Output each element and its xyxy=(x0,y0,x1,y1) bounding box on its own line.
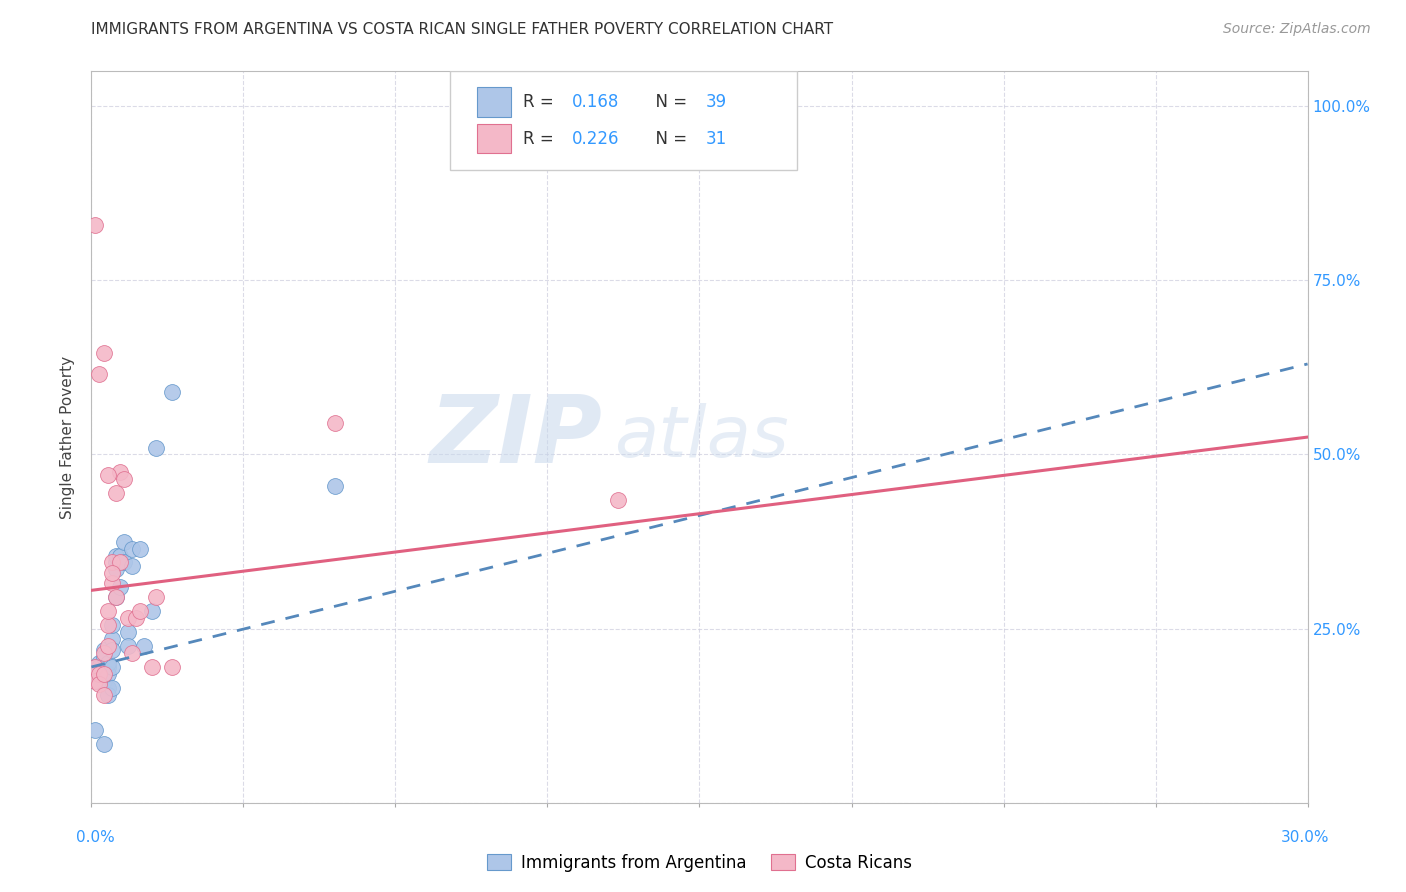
Point xyxy=(89,660,111,674)
FancyBboxPatch shape xyxy=(477,87,510,117)
Point xyxy=(100,566,122,580)
Point xyxy=(132,639,155,653)
Point xyxy=(162,660,184,674)
Text: 0.0%: 0.0% xyxy=(76,830,115,845)
Point xyxy=(104,549,127,563)
Point xyxy=(117,611,139,625)
Point xyxy=(100,618,122,632)
Text: 30.0%: 30.0% xyxy=(1281,830,1329,845)
Point xyxy=(607,492,630,507)
Point xyxy=(84,660,107,674)
Text: 39: 39 xyxy=(706,93,727,112)
Point xyxy=(145,591,167,605)
Point xyxy=(93,646,115,660)
Text: atlas: atlas xyxy=(614,402,789,472)
Point xyxy=(121,558,143,573)
Point xyxy=(93,346,115,360)
Point xyxy=(89,667,111,681)
Point xyxy=(100,632,122,646)
Point xyxy=(121,646,143,660)
Point xyxy=(97,639,120,653)
Point xyxy=(89,677,111,691)
Text: IMMIGRANTS FROM ARGENTINA VS COSTA RICAN SINGLE FATHER POVERTY CORRELATION CHART: IMMIGRANTS FROM ARGENTINA VS COSTA RICAN… xyxy=(91,22,834,37)
Text: 0.226: 0.226 xyxy=(572,129,619,148)
Point xyxy=(323,479,346,493)
Point xyxy=(323,416,346,430)
Point xyxy=(145,441,167,455)
Point xyxy=(93,673,115,688)
Point xyxy=(97,618,120,632)
Point xyxy=(84,660,107,674)
Text: R =: R = xyxy=(523,93,560,112)
Point xyxy=(97,604,120,618)
Text: 31: 31 xyxy=(706,129,727,148)
Point xyxy=(117,625,139,640)
Point xyxy=(112,534,135,549)
Text: 0.168: 0.168 xyxy=(572,93,619,112)
Point xyxy=(97,660,120,674)
Point xyxy=(121,541,143,556)
Point xyxy=(89,368,111,382)
Point xyxy=(89,673,111,688)
Point xyxy=(141,660,163,674)
Point xyxy=(108,580,131,594)
Point xyxy=(84,673,107,688)
Point xyxy=(129,541,152,556)
Point xyxy=(100,681,122,695)
Text: N =: N = xyxy=(645,93,692,112)
Point xyxy=(104,485,127,500)
Point xyxy=(112,556,135,570)
Point xyxy=(97,657,120,671)
Text: Source: ZipAtlas.com: Source: ZipAtlas.com xyxy=(1223,22,1371,37)
Point xyxy=(104,562,127,576)
Point xyxy=(97,681,120,695)
Point xyxy=(97,667,120,681)
Point xyxy=(84,723,107,737)
Point xyxy=(93,688,115,702)
Point xyxy=(93,667,115,681)
Point xyxy=(129,604,152,618)
Text: ZIP: ZIP xyxy=(429,391,602,483)
Point xyxy=(97,688,120,702)
Point xyxy=(125,611,148,625)
Legend: Immigrants from Argentina, Costa Ricans: Immigrants from Argentina, Costa Ricans xyxy=(481,847,918,879)
Point xyxy=(141,604,163,618)
Point xyxy=(93,642,115,657)
Text: N =: N = xyxy=(645,129,692,148)
Point xyxy=(104,556,127,570)
Text: R =: R = xyxy=(523,129,560,148)
Point xyxy=(97,468,120,483)
Point xyxy=(93,649,115,664)
Point xyxy=(100,576,122,591)
FancyBboxPatch shape xyxy=(450,71,797,170)
Point xyxy=(108,556,131,570)
Point xyxy=(93,737,115,751)
Y-axis label: Single Father Poverty: Single Father Poverty xyxy=(60,356,76,518)
Point xyxy=(117,639,139,653)
Point xyxy=(100,556,122,570)
Point xyxy=(84,218,107,232)
Point xyxy=(104,591,127,605)
Point xyxy=(100,642,122,657)
Point xyxy=(108,465,131,479)
Point xyxy=(93,667,115,681)
Point xyxy=(89,657,111,671)
Point xyxy=(108,549,131,563)
Point xyxy=(100,660,122,674)
Point xyxy=(84,673,107,688)
Point xyxy=(162,384,184,399)
Point xyxy=(104,591,127,605)
FancyBboxPatch shape xyxy=(477,124,510,153)
Point xyxy=(112,472,135,486)
